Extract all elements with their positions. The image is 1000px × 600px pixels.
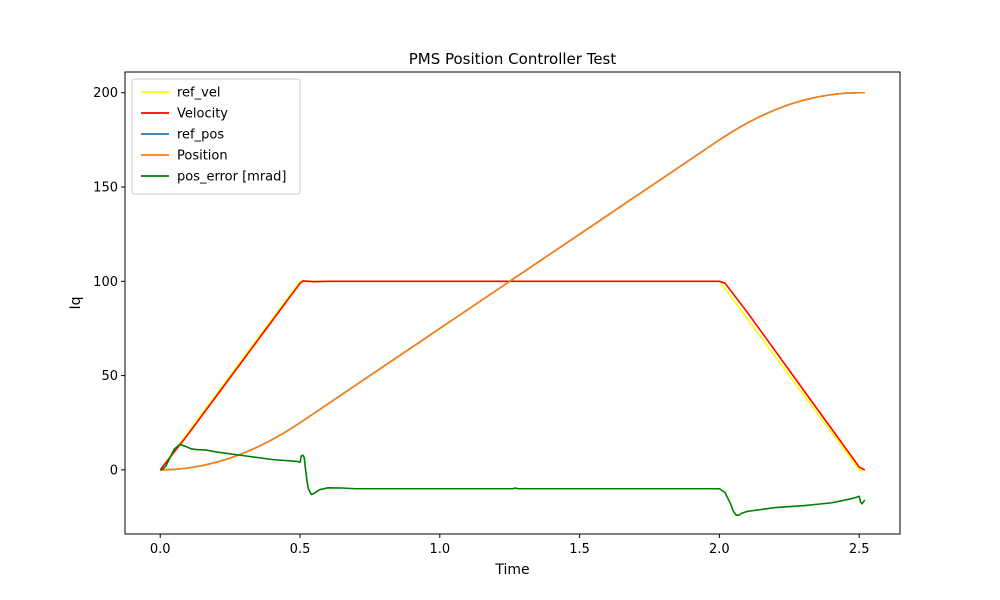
x-axis-ticks: 0.0 0.5 1.0 1.5 2.0 2.5 <box>150 534 870 557</box>
chart-title: PMS Position Controller Test <box>409 50 617 68</box>
legend-entry-label: ref_vel <box>177 86 220 101</box>
y-axis-label: Iq <box>68 296 84 309</box>
series-line-pos-error-mrad- <box>159 443 866 516</box>
legend-entry-label: ref_pos <box>177 128 224 143</box>
legend-entry-label: Velocity <box>177 107 228 122</box>
legend-box <box>131 78 301 195</box>
y-tick-label: 100 <box>93 275 118 290</box>
plot-frame <box>124 71 901 535</box>
x-tick-label: 2.5 <box>849 542 870 557</box>
y-tick-label: 50 <box>101 369 118 384</box>
y-tick-label: 0 <box>110 463 118 478</box>
y-tick-label: 200 <box>93 86 118 101</box>
x-tick-label: 2.0 <box>709 542 730 557</box>
series-layer <box>159 91 866 516</box>
legend: ref_vel Velocity ref_pos Position pos_error … <box>131 78 301 195</box>
x-tick-label: 0.5 <box>290 542 311 557</box>
series-line-velocity <box>159 280 866 471</box>
x-tick-label: 1.0 <box>429 542 450 557</box>
y-tick-label: 150 <box>93 181 118 196</box>
legend-entry-label: pos_error [mrad] <box>177 170 286 185</box>
y-axis-ticks: 0 50 100 150 200 <box>93 86 125 478</box>
series-line-position <box>160 91 865 471</box>
x-axis-label: Time <box>494 562 529 578</box>
x-tick-label: 1.5 <box>569 542 590 557</box>
x-tick-label: 0.0 <box>150 542 171 557</box>
legend-entry-label: Position <box>177 149 228 164</box>
